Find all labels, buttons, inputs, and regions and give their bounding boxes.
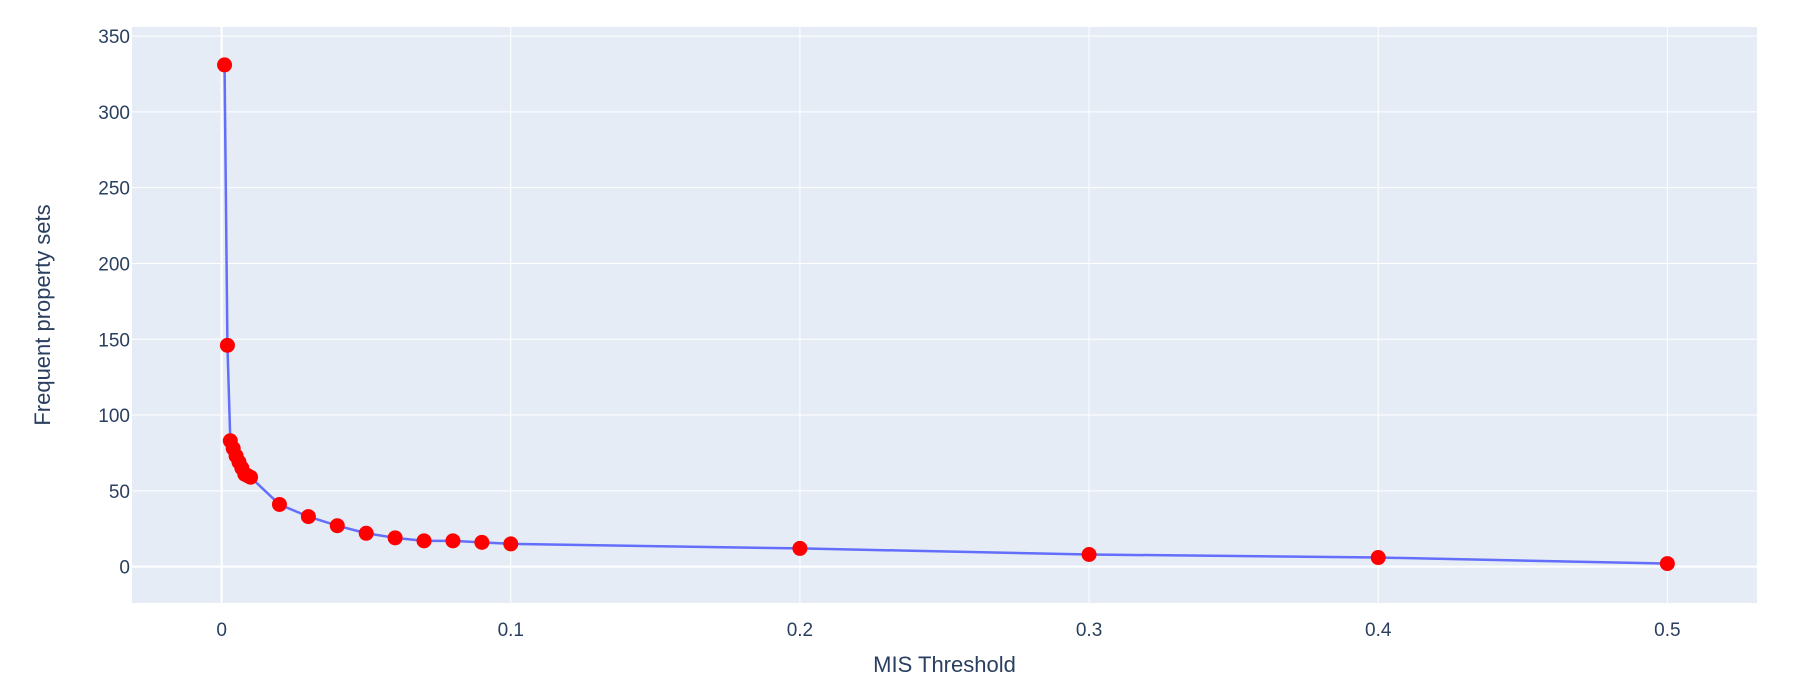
data-point <box>416 533 432 549</box>
data-point <box>243 469 259 485</box>
data-point <box>217 57 233 73</box>
data-point <box>387 530 403 546</box>
grid <box>132 27 1757 603</box>
y-axis-title: Frequent property sets <box>30 204 55 425</box>
x-tick-label: 0 <box>216 620 227 641</box>
plot-area <box>132 27 1757 603</box>
data-points <box>217 57 1675 572</box>
data-point <box>271 496 287 512</box>
data-point <box>503 536 519 552</box>
x-tick-label: 0.3 <box>1076 620 1102 641</box>
data-point <box>474 534 490 550</box>
x-tick-label: 0.4 <box>1365 620 1392 641</box>
data-point <box>1370 550 1386 566</box>
y-tick-label: 50 <box>109 482 130 503</box>
data-point <box>445 533 461 549</box>
y-tick-label: 150 <box>98 330 130 351</box>
x-tick-label: 0.5 <box>1654 620 1680 641</box>
x-tick-label: 0.1 <box>498 620 524 641</box>
y-axis-ticks: 0 50 100 150 200 250 300 350 <box>98 27 130 579</box>
y-tick-label: 200 <box>98 254 130 275</box>
y-tick-label: 250 <box>98 179 130 200</box>
data-point <box>329 518 345 534</box>
data-point <box>358 525 374 541</box>
y-tick-label: 0 <box>119 558 130 579</box>
y-tick-label: 300 <box>98 103 130 124</box>
y-tick-label: 350 <box>98 27 130 48</box>
x-tick-label: 0.2 <box>787 620 813 641</box>
data-point <box>300 509 316 525</box>
data-point <box>1081 546 1097 562</box>
x-axis-title: MIS Threshold <box>873 652 1016 677</box>
data-point <box>792 540 808 556</box>
y-tick-label: 100 <box>98 406 130 427</box>
zero-lines <box>132 27 1757 603</box>
x-axis-ticks: 0 0.1 0.2 0.3 0.4 0.5 <box>216 620 1680 641</box>
data-point <box>219 337 235 353</box>
data-point <box>1659 556 1675 572</box>
